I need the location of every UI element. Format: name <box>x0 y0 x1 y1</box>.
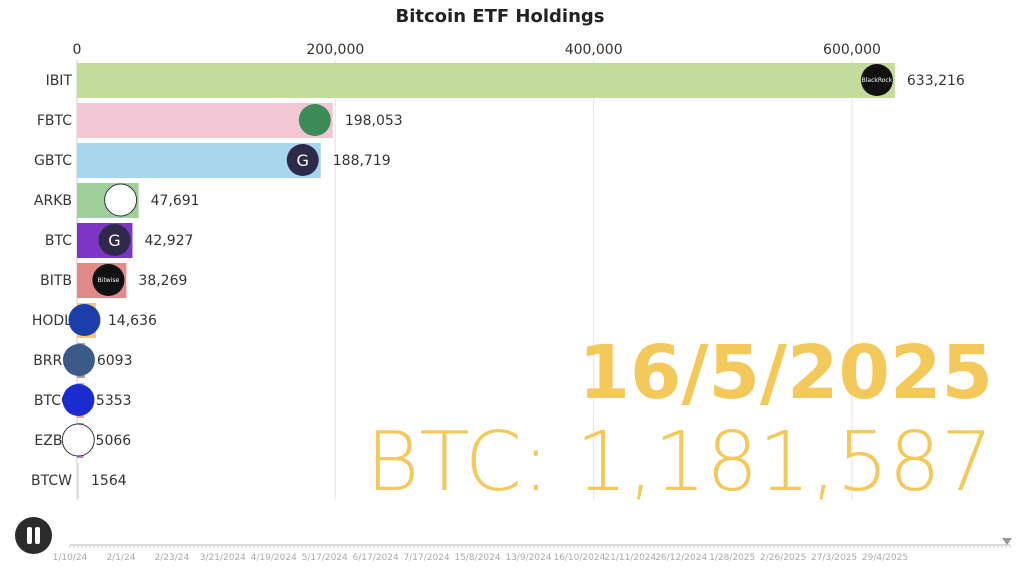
fund-logo-icon <box>61 423 95 457</box>
category-label: BITB <box>40 273 72 289</box>
timeline-label: 2/1/24 <box>106 553 135 563</box>
fund-logo-icon <box>298 104 331 136</box>
timeline-label: 1/28/2025 <box>709 553 755 563</box>
value-label: 198,053 <box>345 113 403 129</box>
x-tick-label: 600,000 <box>823 42 881 58</box>
timeline-label: 3/21/2024 <box>200 553 246 563</box>
timeline-label: 5/17/2024 <box>302 553 348 563</box>
date-label: 16/5/2025 <box>579 330 993 416</box>
fund-logo-icon <box>92 264 125 296</box>
logo-text: G <box>108 231 120 250</box>
x-tick-label: 200,000 <box>306 42 364 58</box>
bar-ibit <box>77 63 895 98</box>
timeline-label: 15/8/2024 <box>454 553 500 563</box>
fund-logo-icon <box>104 183 138 217</box>
logo-text: G <box>297 151 309 170</box>
x-tick-label: 0 <box>73 42 82 58</box>
category-label: HODL <box>32 313 72 329</box>
timeline-label: 2/26/2025 <box>760 553 806 563</box>
value-label: 6093 <box>97 353 133 369</box>
timeline-label: 27/3/2025 <box>811 553 857 563</box>
fund-logo-icon <box>62 384 95 416</box>
logo-text: Bitwise <box>98 277 120 284</box>
timeline-label: 4/19/2024 <box>251 553 297 563</box>
value-label: 14,636 <box>108 313 157 329</box>
fund-logo-icon <box>98 224 131 256</box>
value-label: 47,691 <box>151 193 200 209</box>
fund-logo-icon <box>860 64 893 96</box>
chart-title: Bitcoin ETF Holdings <box>396 6 605 27</box>
value-label: 1564 <box>91 473 127 489</box>
logo-text: BlackRock <box>862 77 893 84</box>
category-label: FBTC <box>37 113 72 129</box>
x-tick-label: 400,000 <box>565 42 623 58</box>
timeline-label: 13/9/2024 <box>505 553 551 563</box>
category-label: IBIT <box>46 73 73 89</box>
timeline-label: 7/17/2024 <box>403 553 449 563</box>
timeline-label: 2/23/24 <box>155 553 190 563</box>
timeline-label: 26/12/2024 <box>655 553 707 563</box>
total-label: BTC: 1,181,587 <box>366 415 993 510</box>
category-label: BTCO <box>34 393 72 409</box>
timeline-label: 21/11/2024 <box>604 553 656 563</box>
timeline-label: 1/10/24 <box>53 553 88 563</box>
value-label: 188,719 <box>333 153 391 169</box>
value-label: 5066 <box>96 433 132 449</box>
bar-btcw <box>77 463 80 498</box>
value-label: 633,216 <box>907 73 965 89</box>
timeline-label: 16/10/2024 <box>553 553 605 563</box>
timeline-label: 29/4/2025 <box>862 553 908 563</box>
category-label: ARKB <box>34 193 72 209</box>
category-label: BTC <box>45 233 72 249</box>
timeline-label: 6/17/2024 <box>353 553 399 563</box>
bar-fbtc <box>77 103 333 138</box>
pause-button[interactable] <box>15 517 52 554</box>
fund-logo-icon <box>286 144 319 176</box>
category-label: BRRR <box>33 353 72 369</box>
fund-logo-icon <box>62 344 95 376</box>
value-label: 38,269 <box>138 273 187 289</box>
timeline-handle[interactable] <box>1002 538 1012 545</box>
value-label: 5353 <box>96 393 132 409</box>
value-label: 42,927 <box>144 233 193 249</box>
bar-gbtc <box>77 143 321 178</box>
category-label: BTCW <box>31 473 72 489</box>
category-label: GBTC <box>34 153 72 169</box>
fund-logo-icon <box>68 304 101 336</box>
